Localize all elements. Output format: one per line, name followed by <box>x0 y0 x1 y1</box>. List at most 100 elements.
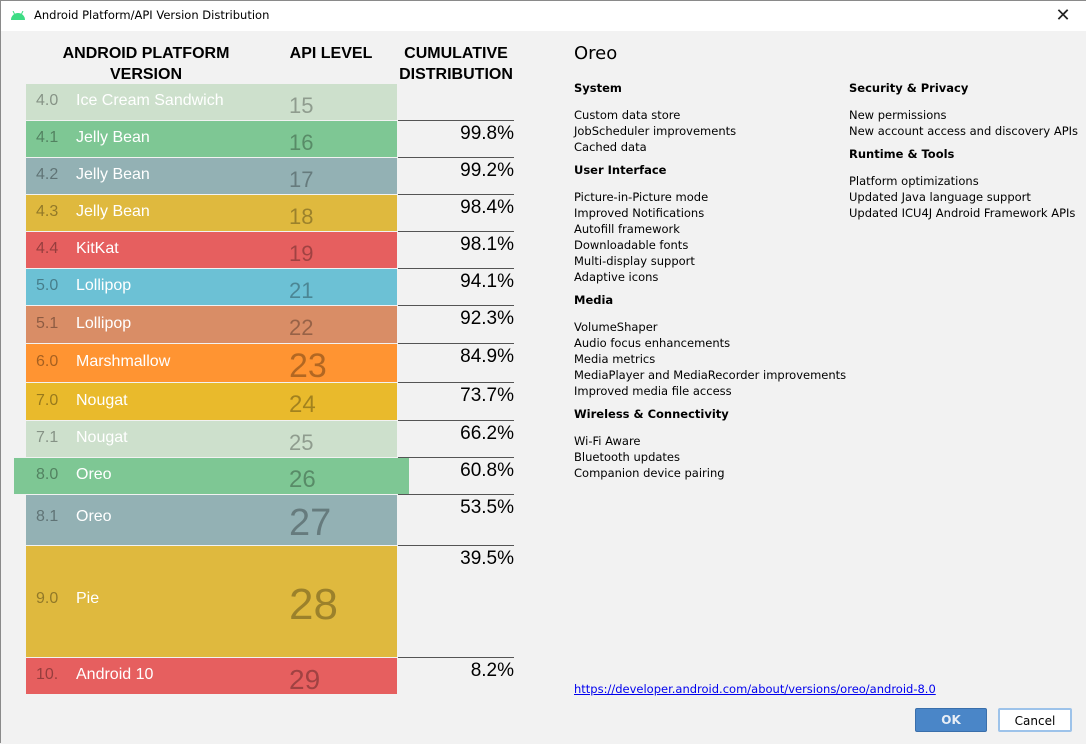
version-row[interactable]: 5.0 Lollipop 21 <box>26 269 397 305</box>
cumulative-distribution: 73.7% <box>398 382 514 419</box>
platform-version: 9.0 <box>36 589 59 607</box>
api-level: 18 <box>289 203 314 229</box>
ok-button[interactable]: OK <box>915 708 987 732</box>
feature-item: Picture-in-Picture mode <box>574 190 709 204</box>
cumulative-distribution: 99.2% <box>398 157 514 193</box>
documentation-link[interactable]: https://developer.android.com/about/vers… <box>574 682 936 696</box>
cumulative-distribution: 53.5% <box>398 494 514 544</box>
section-title: Wireless & Connectivity <box>574 407 729 421</box>
feature-item: Companion device pairing <box>574 466 725 480</box>
feature-item: Bluetooth updates <box>574 450 680 464</box>
feature-item: JobScheduler improvements <box>574 124 737 138</box>
feature-item: Updated ICU4J Android Framework APIs <box>849 206 1076 220</box>
details-right-column: Security & Privacy New permissions New acc… <box>849 81 1078 229</box>
section-title: User Interface <box>574 163 667 177</box>
feature-item: Downloadable fonts <box>574 238 689 252</box>
feature-item: Wi-Fi Aware <box>574 434 641 448</box>
api-level: 16 <box>289 129 314 155</box>
version-row[interactable]: 8.0 Oreo 26 <box>14 458 409 494</box>
version-row[interactable]: 8.1 Oreo 27 <box>26 495 397 545</box>
feature-item: Autofill framework <box>574 222 680 236</box>
cancel-button[interactable]: Cancel <box>998 708 1072 732</box>
platform-name: Jelly Bean <box>76 166 150 183</box>
version-row[interactable]: 4.2 Jelly Bean 17 <box>26 158 397 194</box>
close-icon[interactable]: ✕ <box>1055 5 1071 25</box>
feature-item: VolumeShaper <box>574 320 658 334</box>
platform-name: Lollipop <box>76 314 132 332</box>
platform-name: Nougat <box>76 391 128 409</box>
api-level: 25 <box>289 429 314 455</box>
platform-version: 4.3 <box>36 203 59 220</box>
section-title: Media <box>574 293 614 307</box>
api-level: 22 <box>289 315 314 341</box>
cumulative-distribution: 8.2% <box>398 657 514 693</box>
version-row[interactable]: 4.3 Jelly Bean 18 <box>26 195 397 231</box>
platform-name: Nougat <box>76 429 128 446</box>
version-row[interactable]: 6.0 Marshmallow 23 <box>26 344 397 385</box>
cumulative-distribution: 92.3% <box>398 305 514 342</box>
version-row[interactable]: 7.1 Nougat 25 <box>26 421 397 457</box>
api-level: 29 <box>289 663 321 695</box>
cumulative-distribution: 39.5% <box>398 545 514 656</box>
feature-section: Runtime & Tools Platform optimizations Upd… <box>849 147 1078 221</box>
header-cumulative: CUMULATIVE DISTRIBUTION <box>399 45 513 83</box>
platform-version: 7.1 <box>36 429 59 446</box>
platform-version: 7.0 <box>36 391 59 409</box>
feature-section: System Custom data store JobScheduler impr… <box>574 81 846 155</box>
api-level: 24 <box>289 391 316 419</box>
api-level: 23 <box>289 347 327 386</box>
platform-name: Lollipop <box>76 277 132 294</box>
feature-section: User Interface Picture-in-Picture mode Imp… <box>574 163 846 285</box>
platform-name: Marshmallow <box>76 353 171 370</box>
feature-section: Security & Privacy New permissions New acc… <box>849 81 1078 139</box>
feature-item: Adaptive icons <box>574 270 659 284</box>
feature-item: MediaPlayer and MediaRecorder improvemen… <box>574 368 847 382</box>
platform-name: Oreo <box>76 508 112 525</box>
version-row[interactable]: 4.0 Ice Cream Sandwich 15 <box>26 84 397 120</box>
platform-version: 4.1 <box>36 129 59 146</box>
api-level: 19 <box>289 240 314 266</box>
platform-version: 10. <box>36 666 59 683</box>
platform-version: 5.0 <box>36 277 59 294</box>
feature-item: Multi-display support <box>574 254 695 268</box>
platform-version: 8.1 <box>36 508 59 525</box>
platform-version: 6.0 <box>36 353 59 370</box>
cumulative-distribution: 84.9% <box>398 343 514 381</box>
feature-section: Wireless & Connectivity Wi-Fi Aware Blueto… <box>574 407 846 481</box>
platform-name: Android 10 <box>76 666 154 683</box>
api-level: 27 <box>289 502 332 545</box>
version-row[interactable]: 5.1 Lollipop 22 <box>26 306 397 343</box>
header-version: ANDROID PLATFORM VERSION <box>62 45 230 83</box>
platform-name: Oreo <box>76 466 112 483</box>
platform-version: 8.0 <box>36 466 59 483</box>
section-title: Security & Privacy <box>849 81 969 95</box>
feature-section: Media VolumeShaper Audio focus enhancement… <box>574 293 846 399</box>
api-level: 28 <box>289 580 338 630</box>
version-row[interactable]: 10. Android 10 29 <box>26 658 397 695</box>
cumulative-distribution: 99.8% <box>398 120 514 156</box>
cumulative-distribution: 98.4% <box>398 194 514 230</box>
section-title: System <box>574 81 622 95</box>
platform-name: Pie <box>76 589 100 607</box>
feature-item: Improved media file access <box>574 384 732 398</box>
api-level: 17 <box>289 166 314 192</box>
platform-name: KitKat <box>76 240 119 257</box>
platform-version: 4.4 <box>36 240 59 257</box>
version-row[interactable]: 4.4 KitKat 19 <box>26 232 397 268</box>
feature-item: Platform optimizations <box>849 174 979 188</box>
cumulative-distribution: 98.1% <box>398 231 514 267</box>
details-title: Oreo <box>574 43 618 64</box>
feature-item: Updated Java language support <box>849 190 1031 204</box>
feature-item: New account access and discovery APIs <box>849 124 1079 138</box>
version-row[interactable]: 9.0 Pie 28 <box>26 546 397 657</box>
feature-item: Improved Notifications <box>574 206 705 220</box>
section-title: Runtime & Tools <box>849 147 955 161</box>
cumulative-distribution: 60.8% <box>398 457 514 493</box>
version-row[interactable]: 4.1 Jelly Bean 16 <box>26 121 397 157</box>
version-row[interactable]: 7.0 Nougat 24 <box>26 383 397 420</box>
platform-version: 5.1 <box>36 314 59 332</box>
cumulative-distribution: 66.2% <box>398 420 514 456</box>
feature-item: Media metrics <box>574 352 656 366</box>
api-level: 26 <box>289 465 316 493</box>
details-left-column: System Custom data store JobScheduler impr… <box>574 81 846 489</box>
